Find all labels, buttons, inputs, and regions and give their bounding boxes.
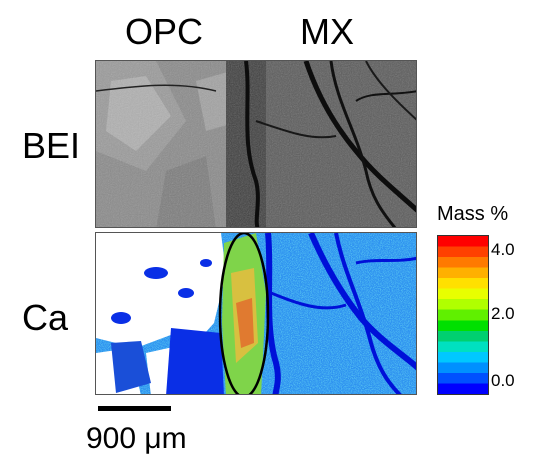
scale-bar-label: 900 μm <box>86 422 187 455</box>
ca-map <box>96 233 416 394</box>
ca-map-panel <box>95 232 417 395</box>
legend-title: Mass % <box>437 203 509 225</box>
bei-image-panel <box>95 60 417 228</box>
legend-tick-mid: 2.0 <box>491 304 515 323</box>
color-scale-bar <box>437 235 489 395</box>
opc-column-label: OPC <box>125 11 204 52</box>
ca-row-label: Ca <box>22 297 69 338</box>
legend-tick-max: 4.0 <box>491 240 515 259</box>
mx-column-label: MX <box>300 11 354 52</box>
bei-image <box>96 61 416 227</box>
bei-row-label: BEI <box>22 125 81 166</box>
legend-tick-min: 0.0 <box>491 371 515 390</box>
scale-bar <box>98 406 171 411</box>
